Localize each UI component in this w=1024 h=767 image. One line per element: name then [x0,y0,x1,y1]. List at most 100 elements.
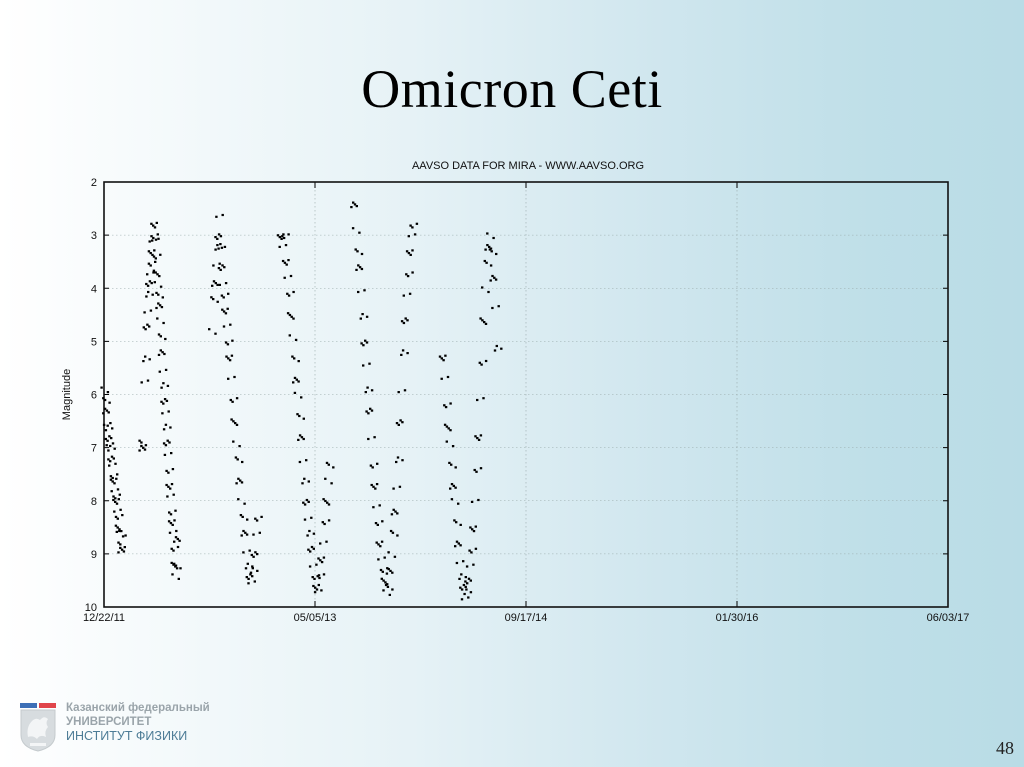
data-point [287,233,290,236]
data-point [455,521,458,524]
data-point [370,483,373,487]
data-point [312,547,315,550]
data-point [443,423,447,426]
data-point [157,302,160,305]
data-point [319,559,322,562]
data-point [313,591,317,594]
y-tick-label: 2 [91,177,97,189]
data-point [382,579,385,582]
data-point [364,391,367,394]
data-point [156,317,159,320]
data-point [327,519,331,522]
data-point [158,304,162,307]
data-point [488,245,491,248]
data-point [226,307,229,310]
data-point [325,461,329,464]
data-point [166,439,169,442]
data-point [382,589,385,592]
data-point [325,540,328,543]
data-point [358,266,362,269]
data-point [120,548,124,551]
data-point [453,519,456,522]
data-point [170,561,173,564]
logo-university-name-line2: УНИВЕРСИТЕТ [66,716,152,728]
data-point [255,519,259,522]
data-point [224,341,228,344]
data-point [103,398,107,402]
data-point [143,311,146,314]
data-point [164,337,167,341]
data-point [157,237,160,240]
data-point [386,567,389,570]
data-point [357,264,360,267]
data-point [452,484,455,487]
data-point [396,456,400,459]
data-point [305,498,309,502]
data-point [297,360,300,363]
data-point [162,382,165,385]
data-point [211,284,214,287]
data-point [167,410,170,413]
data-point [308,529,311,533]
data-point [306,534,309,537]
data-point [454,466,457,469]
x-tick-label: 05/05/13 [294,612,337,624]
data-point [176,537,179,541]
data-point [289,274,293,278]
data-point [399,419,402,422]
data-point [152,255,156,258]
data-point [227,377,230,380]
data-point [235,397,239,400]
data-point [384,583,388,587]
data-point [324,499,327,503]
data-point [245,533,249,536]
data-point [152,269,156,272]
data-point [445,440,448,443]
data-point [169,513,173,516]
data-point [355,268,358,271]
data-point [479,317,482,320]
data-point [327,463,330,466]
page-number: 48 [996,738,1014,758]
data-point [483,259,486,263]
data-point [239,479,242,482]
data-point [330,482,333,485]
data-point [173,519,176,522]
data-point [235,482,238,485]
data-point [385,572,389,575]
data-point [217,267,221,270]
data-point [389,529,393,533]
data-point [489,279,492,282]
data-point [479,434,483,437]
data-point [173,562,176,565]
data-point [161,351,164,354]
data-point [121,535,125,538]
data-point [110,437,113,440]
data-point [116,517,119,520]
data-point [481,319,484,322]
data-point [460,588,464,591]
data-point [122,550,126,553]
data-point [477,438,481,441]
data-point [478,361,481,364]
data-point [162,428,166,431]
data-point [231,400,234,403]
data-point [108,435,111,438]
data-point [405,250,409,253]
data-point [404,317,407,320]
data-point [451,445,455,448]
data-point [154,271,157,274]
data-point [450,483,454,486]
data-point [117,551,120,554]
x-tick-label: 01/30/16 [716,612,759,624]
data-point [164,423,168,426]
data-point [160,386,163,389]
data-point [156,233,159,236]
data-point [250,553,253,557]
data-point [111,476,114,480]
y-tick-label: 9 [91,549,97,561]
data-point [119,543,122,546]
data-point [351,227,355,230]
data-point [164,444,168,447]
data-point [440,377,443,380]
